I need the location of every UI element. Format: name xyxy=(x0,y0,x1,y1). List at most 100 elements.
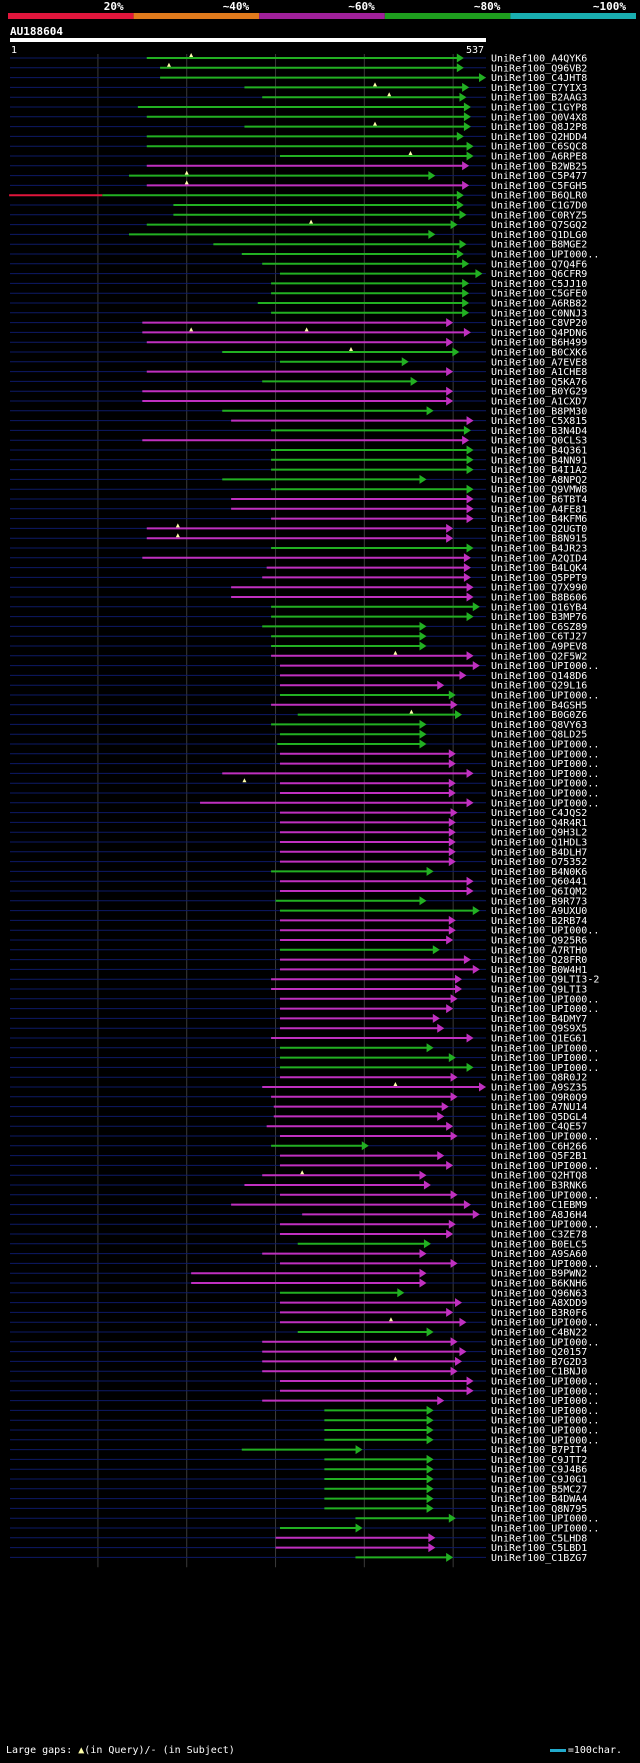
hit-row[interactable]: UniRef100_C6SQC8 xyxy=(10,141,587,153)
hit-row[interactable]: UniRef100_B8MGE2 xyxy=(10,239,587,251)
hit-label[interactable]: UniRef100_UPI000.. xyxy=(491,1004,599,1015)
hit-row[interactable]: UniRef100_B6TBT4 xyxy=(10,494,587,506)
hit-label[interactable]: UniRef100_B4I1A2 xyxy=(491,465,587,476)
hit-label[interactable]: UniRef100_B0G0Z6 xyxy=(491,710,587,721)
hit-label[interactable]: UniRef100_B3RNK6 xyxy=(491,1181,587,1192)
hit-row[interactable]: UniRef100_UPI000.. xyxy=(10,1131,599,1143)
hit-label[interactable]: UniRef100_Q8LD25 xyxy=(491,730,587,741)
hit-row[interactable]: UniRef100_C7YIX3 xyxy=(10,82,587,94)
hit-row[interactable]: UniRef100_Q28FR0 xyxy=(10,955,587,966)
hit-label[interactable]: UniRef100_C6TJ27 xyxy=(491,632,587,643)
hit-label[interactable]: UniRef100_C6SZ89 xyxy=(491,622,587,633)
hit-row[interactable]: UniRef100_UPI000.. xyxy=(10,1043,599,1054)
hit-row[interactable]: UniRef100_Q9LTI3-2 xyxy=(10,974,599,986)
hit-row[interactable]: UniRef100_A1CHE8 xyxy=(10,367,587,378)
hit-row[interactable]: UniRef100_Q9VMW8 xyxy=(10,484,587,496)
hit-label[interactable]: UniRef100_Q1DLG0 xyxy=(491,230,587,241)
hit-row[interactable]: UniRef100_B6QLR0 xyxy=(9,190,587,202)
hit-label[interactable]: UniRef100_B4LQK4 xyxy=(491,563,587,574)
hit-label[interactable]: UniRef100_UPI000.. xyxy=(491,661,599,672)
hit-label[interactable]: UniRef100_Q2HTQ8 xyxy=(491,1171,587,1182)
hit-row[interactable]: UniRef100_C9JTT2 xyxy=(10,1454,587,1466)
hit-row[interactable]: UniRef100_A7NU14 xyxy=(10,1102,587,1113)
hit-label[interactable]: UniRef100_Q7Q4F6 xyxy=(491,259,587,270)
hit-label[interactable]: UniRef100_C5LBD1 xyxy=(491,1543,587,1554)
hit-label[interactable]: UniRef100_Q4PDN6 xyxy=(491,328,587,339)
hit-row[interactable]: UniRef100_UPI000.. xyxy=(10,1513,599,1525)
hit-label[interactable]: UniRef100_Q9S9X5 xyxy=(491,1024,587,1035)
hit-label[interactable]: UniRef100_UPI000.. xyxy=(491,740,599,751)
hit-label[interactable]: UniRef100_B8B606 xyxy=(491,593,587,604)
hit-row[interactable]: UniRef100_B4DWA4 xyxy=(10,1494,587,1505)
hit-row[interactable]: UniRef100_Q8J2P8 xyxy=(10,121,587,134)
hit-row[interactable]: UniRef100_Q5DGL4 xyxy=(10,1111,587,1123)
hit-row[interactable]: UniRef100_UPI000.. xyxy=(10,661,599,672)
hit-label[interactable]: UniRef100_UPI000.. xyxy=(491,1259,599,1270)
hit-label[interactable]: UniRef100_Q5DGL4 xyxy=(491,1112,587,1123)
hit-label[interactable]: UniRef100_UPI000.. xyxy=(491,1426,599,1437)
hit-label[interactable]: UniRef100_A1CHE8 xyxy=(491,367,587,378)
hit-row[interactable]: UniRef100_UPI000.. xyxy=(10,925,599,937)
hit-label[interactable]: UniRef100_B4KFM6 xyxy=(491,514,587,525)
hit-label[interactable]: UniRef100_Q1EG61 xyxy=(491,1034,587,1045)
hit-row[interactable]: UniRef100_Q96N63 xyxy=(10,1288,587,1299)
hit-row[interactable]: UniRef100_UPI000.. xyxy=(10,739,599,751)
hit-label[interactable]: UniRef100_Q5KA76 xyxy=(491,377,587,388)
hit-label[interactable]: UniRef100_Q7SGQ2 xyxy=(491,220,587,231)
hit-label[interactable]: UniRef100_Q6CFR9 xyxy=(491,269,587,280)
hit-row[interactable]: UniRef100_Q9S9X5 xyxy=(10,1024,587,1035)
hit-row[interactable]: UniRef100_B4GSH5 xyxy=(10,700,587,711)
hit-row[interactable]: UniRef100_A8NPQ2 xyxy=(10,474,587,486)
hit-label[interactable]: UniRef100_Q9R0Q9 xyxy=(491,1092,587,1103)
hit-label[interactable]: UniRef100_UPI000.. xyxy=(491,1132,599,1143)
hit-label[interactable]: UniRef100_Q9LTI3 xyxy=(491,985,587,996)
hit-label[interactable]: UniRef100_Q2F5W2 xyxy=(491,651,587,662)
hit-label[interactable]: UniRef100_Q1HDL3 xyxy=(491,838,587,849)
hit-label[interactable]: UniRef100_Q925R6 xyxy=(491,936,587,947)
hit-label[interactable]: UniRef100_Q8N795 xyxy=(491,1504,587,1515)
hit-label[interactable]: UniRef100_Q7X990 xyxy=(491,583,587,594)
hit-row[interactable]: UniRef100_B2RB74 xyxy=(10,915,587,927)
hit-label[interactable]: UniRef100_UPI000.. xyxy=(491,1063,599,1074)
hit-row[interactable]: UniRef100_A4FE81 xyxy=(10,504,587,515)
hit-row[interactable]: UniRef100_C5LBD1 xyxy=(10,1543,587,1554)
hit-row[interactable]: UniRef100_Q7Q4F6 xyxy=(10,259,587,270)
hit-label[interactable]: UniRef100_C4JHT8 xyxy=(491,73,587,84)
hit-label[interactable]: UniRef100_C4JQS2 xyxy=(491,808,587,819)
hit-label[interactable]: UniRef100_C9J0G1 xyxy=(491,1475,587,1486)
hit-label[interactable]: UniRef100_B2WB25 xyxy=(491,161,587,172)
hit-label[interactable]: UniRef100_Q28FR0 xyxy=(491,955,587,966)
hit-row[interactable]: UniRef100_UPI000.. xyxy=(10,994,599,1005)
hit-row[interactable]: UniRef100_Q1HDL3 xyxy=(10,837,587,849)
hit-label[interactable]: UniRef100_O75352 xyxy=(491,857,587,868)
hit-row[interactable]: UniRef100_A8J6H4 xyxy=(10,1209,587,1221)
hit-row[interactable]: UniRef100_Q4R4R1 xyxy=(10,817,587,829)
hit-label[interactable]: UniRef100_Q5PPT9 xyxy=(491,573,587,584)
hit-row[interactable]: UniRef100_UPI000.. xyxy=(10,1004,599,1015)
hit-row[interactable]: UniRef100_Q6IQM2 xyxy=(10,886,587,898)
hit-row[interactable]: UniRef100_C8VP20 xyxy=(10,318,587,329)
hit-label[interactable]: UniRef100_Q148D6 xyxy=(491,671,587,682)
hit-row[interactable]: UniRef100_UPI000.. xyxy=(10,1062,599,1074)
hit-row[interactable]: UniRef100_UPI000.. xyxy=(10,1258,599,1270)
hit-row[interactable]: UniRef100_B4NN91 xyxy=(10,455,587,466)
hit-row[interactable]: UniRef100_C4JHT8 xyxy=(10,73,587,84)
hit-row[interactable]: UniRef100_B4DLH7 xyxy=(10,847,587,858)
hit-row[interactable]: UniRef100_C1EBM9 xyxy=(10,1200,587,1211)
hit-label[interactable]: UniRef100_Q0CLS3 xyxy=(491,436,587,447)
hit-label[interactable]: UniRef100_UPI000.. xyxy=(491,759,599,770)
hit-row[interactable]: UniRef100_C1BNJ0 xyxy=(10,1366,587,1378)
hit-label[interactable]: UniRef100_A8XDD9 xyxy=(491,1298,587,1309)
hit-label[interactable]: UniRef100_B6KNH6 xyxy=(491,1279,587,1290)
hit-row[interactable]: UniRef100_Q1EG61 xyxy=(10,1033,587,1045)
hit-label[interactable]: UniRef100_UPI000.. xyxy=(491,789,599,800)
hit-row[interactable]: UniRef100_Q6CFR9 xyxy=(10,269,587,280)
hit-label[interactable]: UniRef100_UPI000.. xyxy=(491,1386,599,1397)
hit-row[interactable]: UniRef100_B7G2D3 xyxy=(10,1356,587,1368)
hit-label[interactable]: UniRef100_A6RPE8 xyxy=(491,152,587,163)
hit-label[interactable]: UniRef100_Q9VMW8 xyxy=(491,485,587,496)
hit-row[interactable]: UniRef100_Q8VY63 xyxy=(10,719,587,731)
hit-row[interactable]: UniRef100_UPI000.. xyxy=(10,1396,599,1407)
hit-row[interactable]: UniRef100_B3MP76 xyxy=(10,612,587,623)
hit-row[interactable]: UniRef100_UPI000.. xyxy=(10,1219,599,1231)
